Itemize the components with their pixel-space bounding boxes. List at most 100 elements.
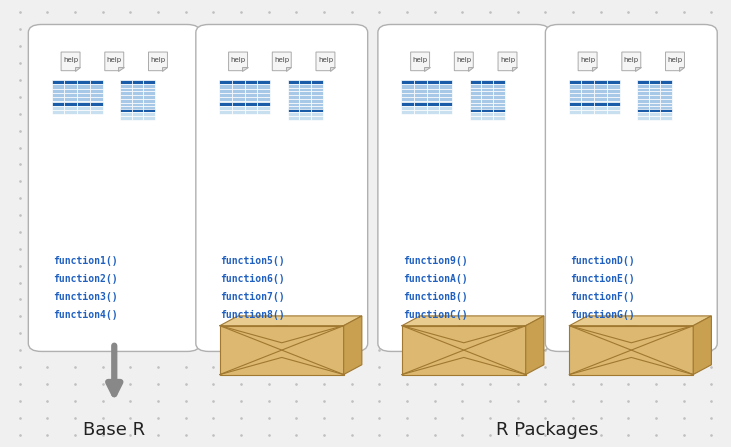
Bar: [299, 106, 311, 110]
Bar: [649, 113, 660, 116]
Bar: [77, 110, 90, 114]
Polygon shape: [424, 67, 430, 71]
Bar: [581, 84, 594, 89]
Bar: [120, 80, 132, 84]
FancyBboxPatch shape: [29, 25, 200, 351]
Bar: [287, 80, 299, 84]
Polygon shape: [512, 67, 517, 71]
Polygon shape: [344, 316, 362, 375]
Bar: [132, 91, 143, 95]
Polygon shape: [220, 326, 344, 375]
Text: help: help: [412, 57, 428, 63]
Bar: [660, 84, 672, 88]
Bar: [52, 84, 64, 89]
Bar: [493, 84, 504, 88]
Text: function8(): function8(): [221, 310, 285, 320]
Bar: [401, 110, 414, 114]
Bar: [401, 97, 414, 101]
Bar: [481, 84, 493, 88]
Polygon shape: [272, 52, 291, 71]
Bar: [120, 88, 132, 91]
Bar: [660, 113, 672, 116]
Bar: [90, 97, 102, 101]
Bar: [77, 89, 90, 93]
Bar: [143, 116, 155, 120]
Bar: [607, 80, 620, 84]
Bar: [660, 88, 672, 91]
Bar: [245, 80, 257, 84]
Bar: [607, 110, 620, 114]
Bar: [649, 116, 660, 120]
Polygon shape: [569, 326, 693, 375]
Bar: [469, 91, 481, 95]
Text: help: help: [107, 57, 122, 63]
Polygon shape: [402, 326, 526, 375]
Bar: [287, 109, 299, 113]
Bar: [594, 110, 607, 114]
Bar: [219, 97, 232, 101]
Text: function6(): function6(): [221, 274, 285, 284]
Text: function1(): function1(): [53, 256, 118, 266]
Bar: [257, 93, 270, 97]
Bar: [120, 109, 132, 113]
Bar: [569, 110, 581, 114]
Bar: [311, 91, 322, 95]
Bar: [287, 113, 299, 116]
Bar: [493, 80, 504, 84]
Bar: [143, 109, 155, 113]
Bar: [401, 80, 414, 84]
Bar: [245, 93, 257, 97]
Text: help: help: [456, 57, 471, 63]
Bar: [637, 106, 649, 110]
Bar: [257, 97, 270, 101]
Bar: [493, 113, 504, 116]
Bar: [120, 99, 132, 103]
Bar: [299, 116, 311, 120]
Bar: [427, 93, 439, 97]
Bar: [232, 89, 245, 93]
Bar: [649, 80, 660, 84]
Bar: [481, 95, 493, 99]
Polygon shape: [229, 52, 248, 71]
Bar: [311, 113, 322, 116]
Text: function4(): function4(): [53, 310, 118, 320]
Bar: [90, 84, 102, 89]
Bar: [120, 103, 132, 106]
Bar: [132, 109, 143, 113]
Bar: [232, 110, 245, 114]
Bar: [414, 93, 427, 97]
Text: functionB(): functionB(): [403, 292, 467, 302]
Bar: [90, 101, 102, 106]
Bar: [637, 91, 649, 95]
Text: function9(): function9(): [403, 256, 467, 266]
Polygon shape: [569, 316, 711, 326]
Bar: [439, 101, 452, 106]
Bar: [90, 80, 102, 84]
Bar: [120, 113, 132, 116]
Bar: [52, 110, 64, 114]
Text: help: help: [624, 57, 639, 63]
Bar: [219, 101, 232, 106]
Bar: [481, 88, 493, 91]
FancyBboxPatch shape: [378, 25, 550, 351]
Bar: [469, 106, 481, 110]
Bar: [481, 113, 493, 116]
Bar: [132, 103, 143, 106]
Bar: [493, 99, 504, 103]
Bar: [143, 106, 155, 110]
Bar: [120, 106, 132, 110]
Polygon shape: [162, 67, 167, 71]
Bar: [311, 88, 322, 91]
Bar: [594, 106, 607, 110]
Bar: [649, 88, 660, 91]
Bar: [493, 88, 504, 91]
Bar: [469, 103, 481, 106]
Bar: [637, 80, 649, 84]
Bar: [77, 101, 90, 106]
Bar: [143, 103, 155, 106]
Bar: [77, 97, 90, 101]
Bar: [493, 116, 504, 120]
Bar: [52, 93, 64, 97]
Polygon shape: [635, 67, 641, 71]
Polygon shape: [468, 67, 473, 71]
